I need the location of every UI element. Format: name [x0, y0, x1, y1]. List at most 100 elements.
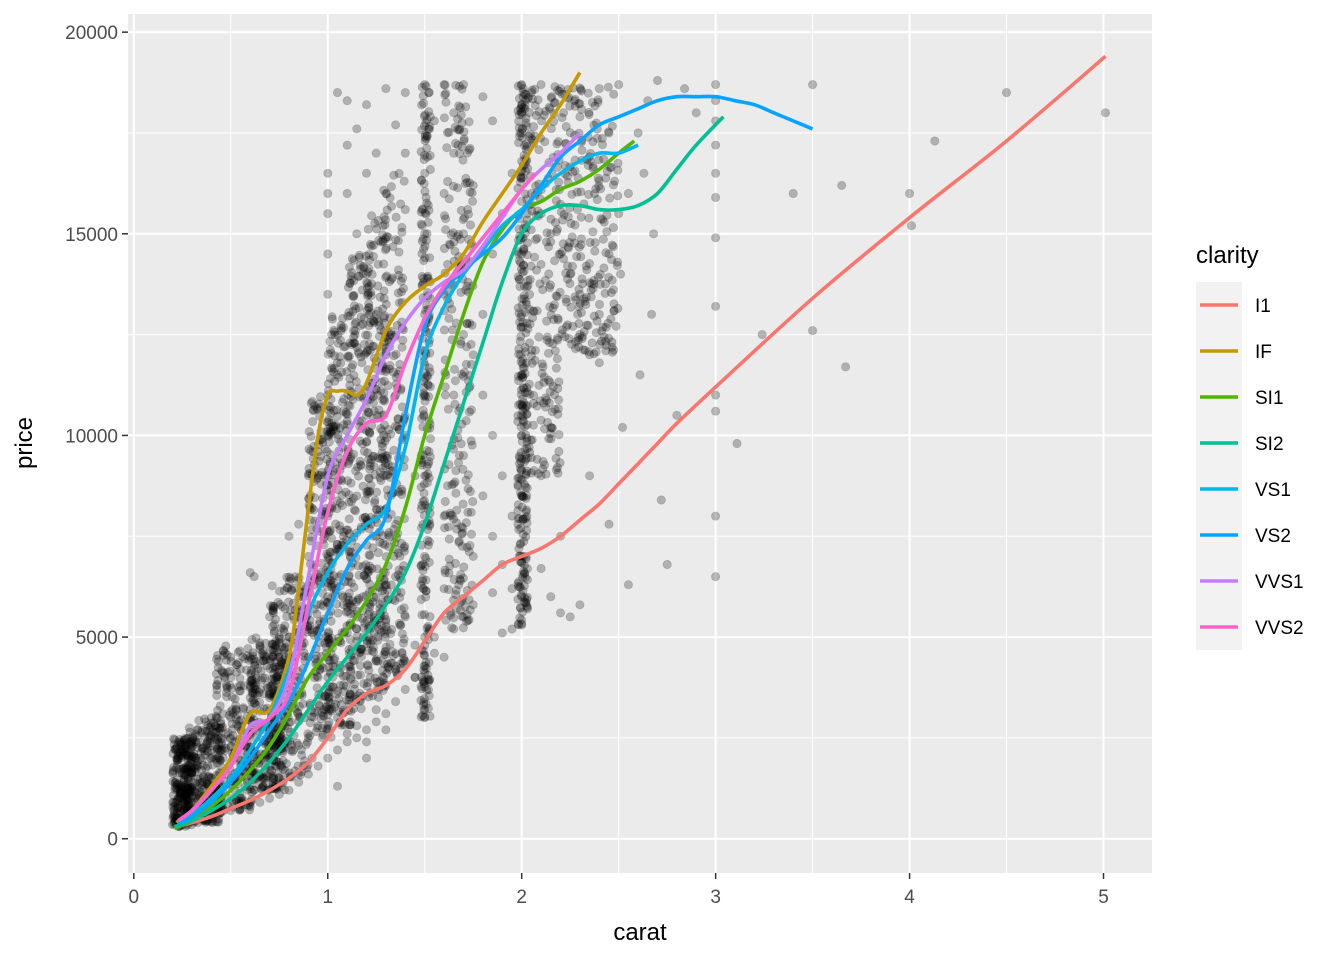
scatter-point [635, 370, 645, 380]
scatter-point [517, 592, 527, 602]
scatter-point [200, 731, 210, 742]
scatter-point [202, 726, 212, 737]
scatter-point [214, 817, 224, 827]
scatter-point [381, 450, 391, 461]
scatter-point [173, 801, 183, 811]
scatter-point [203, 720, 213, 730]
scatter-point [439, 652, 449, 662]
scatter-point [224, 710, 234, 720]
scatter-point [524, 289, 535, 300]
scatter-point [323, 430, 333, 440]
scatter-point [183, 773, 193, 784]
scatter-point [268, 773, 279, 784]
scatter-point [216, 723, 226, 733]
scatter-point [417, 205, 427, 215]
scatter-point [443, 522, 454, 532]
scatter-point [239, 681, 249, 691]
scatter-point [175, 751, 185, 761]
scatter-point [398, 335, 408, 345]
scatter-point [196, 746, 206, 757]
scatter-point [250, 688, 260, 699]
scatter-point [561, 294, 571, 304]
scatter-point [210, 727, 220, 738]
scatter-point [551, 363, 562, 373]
scatter-point [447, 325, 458, 335]
scatter-point [169, 805, 179, 816]
scatter-point [516, 523, 526, 533]
scatter-point [180, 735, 190, 745]
scatter-point [429, 116, 439, 126]
scatter-point [590, 246, 600, 256]
scatter-point [416, 482, 426, 492]
scatter-point [173, 803, 183, 813]
scatter-point [478, 92, 488, 102]
scatter-point [608, 285, 619, 295]
scatter-point [202, 738, 212, 748]
scatter-point [395, 592, 405, 603]
scatter-point [272, 672, 282, 682]
scatter-point [178, 748, 188, 759]
scatter-point [176, 746, 186, 756]
scatter-point [256, 666, 266, 676]
scatter-point [185, 798, 196, 808]
scatter-point [507, 511, 517, 521]
scatter-point [517, 100, 527, 110]
scatter-point [186, 739, 196, 749]
scatter-point [245, 784, 255, 794]
scatter-point [180, 782, 191, 792]
scatter-point [521, 468, 531, 479]
scatter-point [209, 718, 219, 728]
scatter-point [516, 538, 526, 549]
scatter-point [386, 182, 396, 192]
scatter-point [174, 764, 184, 774]
scatter-point [232, 710, 242, 720]
scatter-point [181, 750, 191, 761]
scatter-point [231, 659, 241, 670]
scatter-point [179, 791, 189, 802]
scatter-point [528, 390, 539, 401]
scatter-point [608, 180, 619, 190]
scatter-point [603, 82, 614, 92]
scatter-point [584, 213, 594, 223]
scatter-point [539, 110, 549, 120]
scatter-point [218, 646, 228, 656]
scatter-point [323, 289, 333, 299]
scatter-point [172, 755, 183, 765]
scatter-point [254, 687, 264, 698]
scatter-point [180, 741, 190, 751]
scatter-point [421, 592, 431, 602]
scatter-point [176, 747, 186, 757]
scatter-point [565, 612, 575, 622]
scatter-point [451, 488, 461, 498]
scatter-point [171, 745, 181, 755]
scatter-point [461, 416, 471, 426]
scatter-point [417, 221, 427, 231]
scatter-point [521, 513, 531, 524]
scatter-point [710, 511, 721, 521]
scatter-point [361, 168, 372, 178]
scatter-point [185, 736, 195, 747]
scatter-point [807, 80, 818, 90]
scatter-point [458, 229, 469, 239]
scatter-point [183, 785, 193, 795]
scatter-point [169, 762, 179, 772]
scatter-point [259, 655, 269, 666]
scatter-point [555, 84, 566, 94]
scatter-point [168, 802, 178, 812]
scatter-point [463, 209, 474, 219]
scatter-point [212, 817, 223, 827]
scatter-point [185, 758, 195, 769]
scatter-point [345, 278, 355, 288]
scatter-point [594, 309, 604, 319]
scatter-point [323, 551, 333, 562]
scatter-point [186, 767, 196, 778]
scatter-point [216, 665, 227, 676]
scatter-point [251, 673, 261, 683]
scatter-point [691, 108, 701, 118]
scatter-point [190, 767, 200, 777]
scatter-point [531, 110, 541, 121]
scatter-point [172, 803, 182, 814]
scatter-point [368, 647, 379, 657]
scatter-point [410, 672, 420, 683]
scatter-point [211, 727, 221, 737]
